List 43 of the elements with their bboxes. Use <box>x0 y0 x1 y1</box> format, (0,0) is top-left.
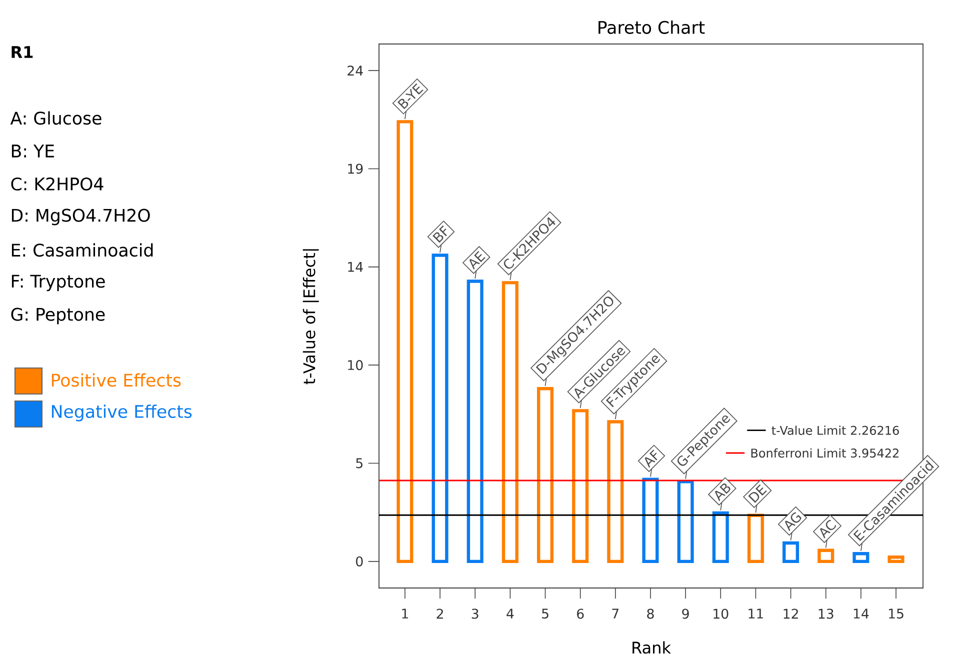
x-tick-label: 15 <box>888 608 904 619</box>
y-tick-label: 14 <box>348 262 363 272</box>
annotation: AF <box>644 450 658 468</box>
x-tick-label: 3 <box>472 608 478 619</box>
y-tick-label: 0 <box>356 556 363 566</box>
legend-label: Positive Effects <box>52 373 181 387</box>
text: A: Glucose <box>10 111 102 125</box>
chart-title: Pareto Chart <box>598 20 705 34</box>
x-tick-label: 11 <box>748 608 763 618</box>
x-tick-label: 1 <box>402 608 408 618</box>
annotation: BF <box>432 225 447 243</box>
x-tick-label: 14 <box>854 608 869 618</box>
x-tick-label: 7 <box>612 608 618 618</box>
text: R1 <box>12 46 33 58</box>
legend-label: Bonferroni Limit 3.95422 <box>751 448 898 458</box>
text: G: Peptone <box>11 308 105 324</box>
x-tick-label: 9 <box>682 608 689 619</box>
text: B: YE <box>12 144 54 158</box>
annotation: AE <box>469 251 486 270</box>
x-tick-label: 2 <box>436 608 443 619</box>
x-axis-title: Rank <box>632 641 671 654</box>
text: D: MgSO4.7H2O <box>12 208 150 226</box>
y-tick-label: 24 <box>348 66 363 76</box>
x-tick-label: 12 <box>784 608 798 619</box>
annotation: AB <box>714 483 730 502</box>
y-tick-label: 5 <box>356 458 362 468</box>
y-axis-title: t-Value of |Effect| <box>302 249 319 384</box>
legend-label: Negative Effects <box>52 404 192 422</box>
annotation: DE <box>748 484 767 503</box>
text: C: K2HPO4 <box>11 177 104 191</box>
x-tick-label: 6 <box>577 608 584 619</box>
annotation: AC <box>820 520 836 539</box>
y-tick-label: 10 <box>348 360 363 370</box>
text: F: Tryptone <box>12 274 105 292</box>
x-tick-label: 13 <box>818 608 834 619</box>
x-tick-label: 5 <box>542 608 548 619</box>
y-tick-label: 19 <box>348 164 363 174</box>
legend-label: t-Value Limit 2.26216 <box>772 426 899 435</box>
x-tick-label: 10 <box>714 608 728 619</box>
annotation: AG <box>784 512 802 532</box>
x-tick-label: 4 <box>506 608 514 618</box>
text: E: Casaminoacid <box>12 243 153 257</box>
x-tick-label: 8 <box>647 608 654 619</box>
